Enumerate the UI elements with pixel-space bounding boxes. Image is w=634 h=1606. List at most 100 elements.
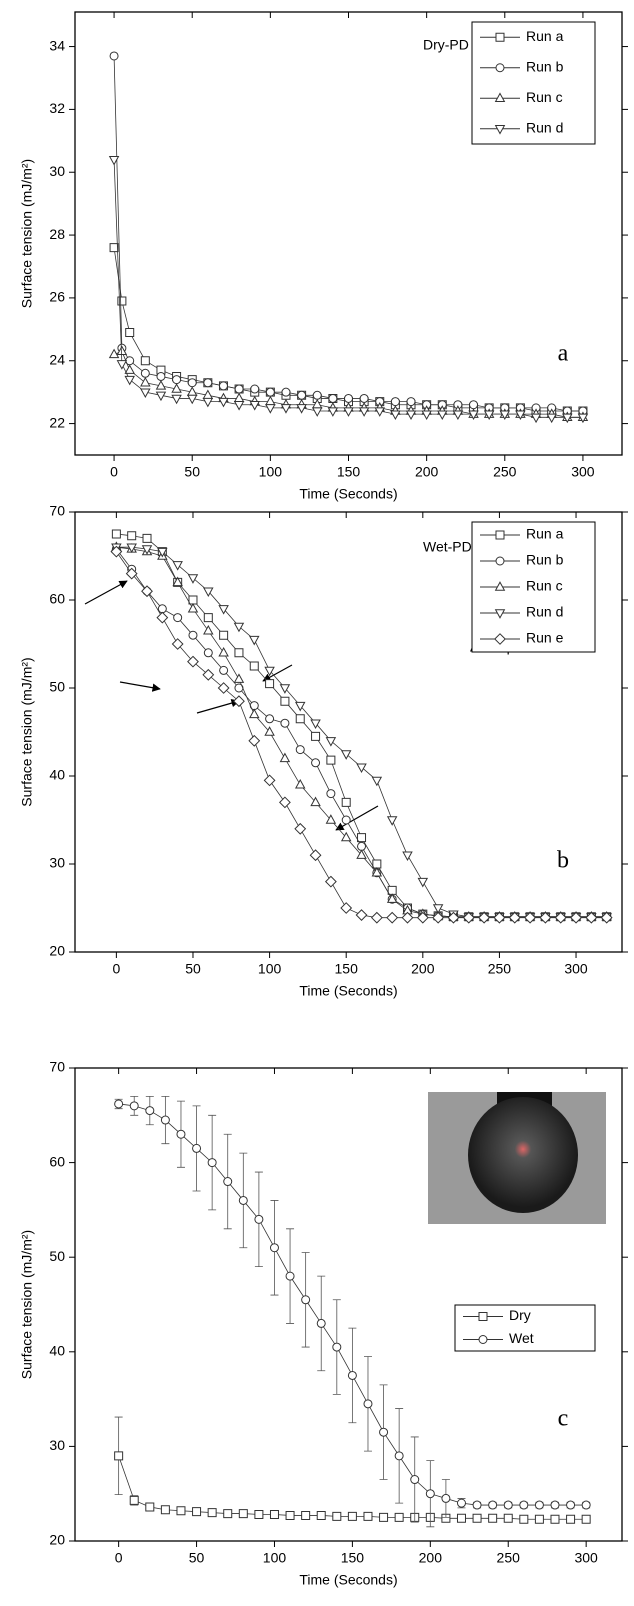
x-tick-label: 300 [571, 464, 595, 480]
legend-label: Run c [526, 578, 563, 594]
data-point [371, 776, 383, 787]
data-point [187, 602, 199, 613]
data-point [141, 585, 153, 598]
data-point [316, 1510, 326, 1520]
data-point [192, 1507, 202, 1517]
y-tick-label: 22 [49, 414, 65, 430]
data-point [238, 1509, 248, 1519]
data-point [265, 395, 276, 406]
data-point [186, 394, 198, 405]
data-point [187, 655, 199, 668]
x-tick-label: 300 [574, 1550, 598, 1566]
data-point [172, 561, 183, 571]
x-tick-label: 300 [564, 961, 588, 977]
arrow [84, 580, 128, 605]
data-point [125, 567, 138, 580]
plot-frame [74, 511, 623, 953]
data-point [332, 1342, 342, 1352]
data-point [171, 383, 182, 393]
data-point [279, 796, 291, 809]
legend-marker [494, 92, 506, 102]
x-tick-label: 50 [189, 1550, 205, 1566]
data-point [114, 1099, 124, 1109]
legend-marker [495, 63, 505, 73]
data-point [374, 407, 386, 417]
y-tick-label: 50 [49, 679, 65, 695]
y-axis-label: Surface tension (mJ/m²) [19, 159, 35, 308]
data-point [340, 902, 353, 914]
data-point [539, 911, 552, 924]
arrow [262, 664, 293, 682]
data-point [394, 1451, 404, 1461]
data-point [347, 1511, 357, 1521]
annotation: a [558, 341, 569, 367]
data-point [432, 904, 444, 914]
data-point [238, 1195, 248, 1205]
data-point [281, 387, 291, 397]
data-point [325, 814, 337, 824]
data-point [534, 1514, 544, 1524]
legend-box [471, 21, 596, 145]
data-point [390, 397, 400, 407]
data-point [406, 397, 416, 407]
data-point [171, 638, 184, 650]
data-point [124, 364, 135, 374]
arrow [119, 681, 161, 692]
data-point [176, 1129, 186, 1139]
data-point [493, 911, 506, 924]
drop [468, 1097, 578, 1213]
data-point [233, 673, 245, 683]
x-tick-label: 200 [419, 1550, 443, 1566]
data-point [157, 547, 168, 558]
data-point [140, 368, 150, 378]
data-point [519, 1514, 529, 1524]
x-tick-label: 150 [335, 961, 359, 977]
data-point [218, 397, 229, 408]
data-point [264, 726, 275, 736]
legend: Run a Run b Run c Run d [471, 21, 596, 145]
data-point [432, 911, 445, 924]
data-point [503, 1500, 513, 1510]
data-point [187, 378, 197, 388]
x-tick-label: 100 [263, 1550, 287, 1566]
data-point [581, 1514, 591, 1524]
data-point [387, 885, 397, 895]
y-axis-label: Surface tension (mJ/m²) [19, 1230, 35, 1379]
data-point [142, 533, 152, 543]
data-point [223, 1177, 233, 1187]
data-point [223, 1509, 233, 1519]
data-point [145, 1502, 155, 1512]
data-point [370, 911, 383, 924]
data-point [600, 911, 613, 924]
data-point [456, 1498, 466, 1508]
data-point [581, 1500, 591, 1510]
data-point [472, 1513, 482, 1523]
data-point [141, 545, 153, 555]
legend-marker [495, 530, 505, 540]
x-tick-label: 0 [115, 1550, 123, 1566]
data-point [156, 371, 166, 381]
data-point [328, 393, 338, 403]
data-point [312, 390, 322, 400]
data-point [249, 635, 260, 646]
series-line [113, 159, 583, 418]
data-point [441, 1513, 451, 1523]
data-point [233, 695, 245, 708]
x-tick-label: 250 [493, 464, 517, 480]
data-point [386, 816, 398, 826]
x-axis-label: Time (Seconds) [299, 1572, 397, 1588]
data-point [309, 849, 322, 862]
data-point [279, 684, 291, 694]
data-point [203, 613, 213, 623]
legend: Dry Wet [454, 1304, 596, 1352]
y-tick-label: 40 [49, 767, 65, 783]
data-point [110, 545, 123, 558]
data-point [233, 392, 245, 403]
data-point [530, 413, 542, 424]
y-tick-label: 60 [49, 1153, 65, 1169]
x-tick-label: 200 [411, 961, 435, 977]
series-line [113, 247, 583, 412]
data-point [207, 1158, 217, 1168]
legend-box [454, 1304, 596, 1352]
